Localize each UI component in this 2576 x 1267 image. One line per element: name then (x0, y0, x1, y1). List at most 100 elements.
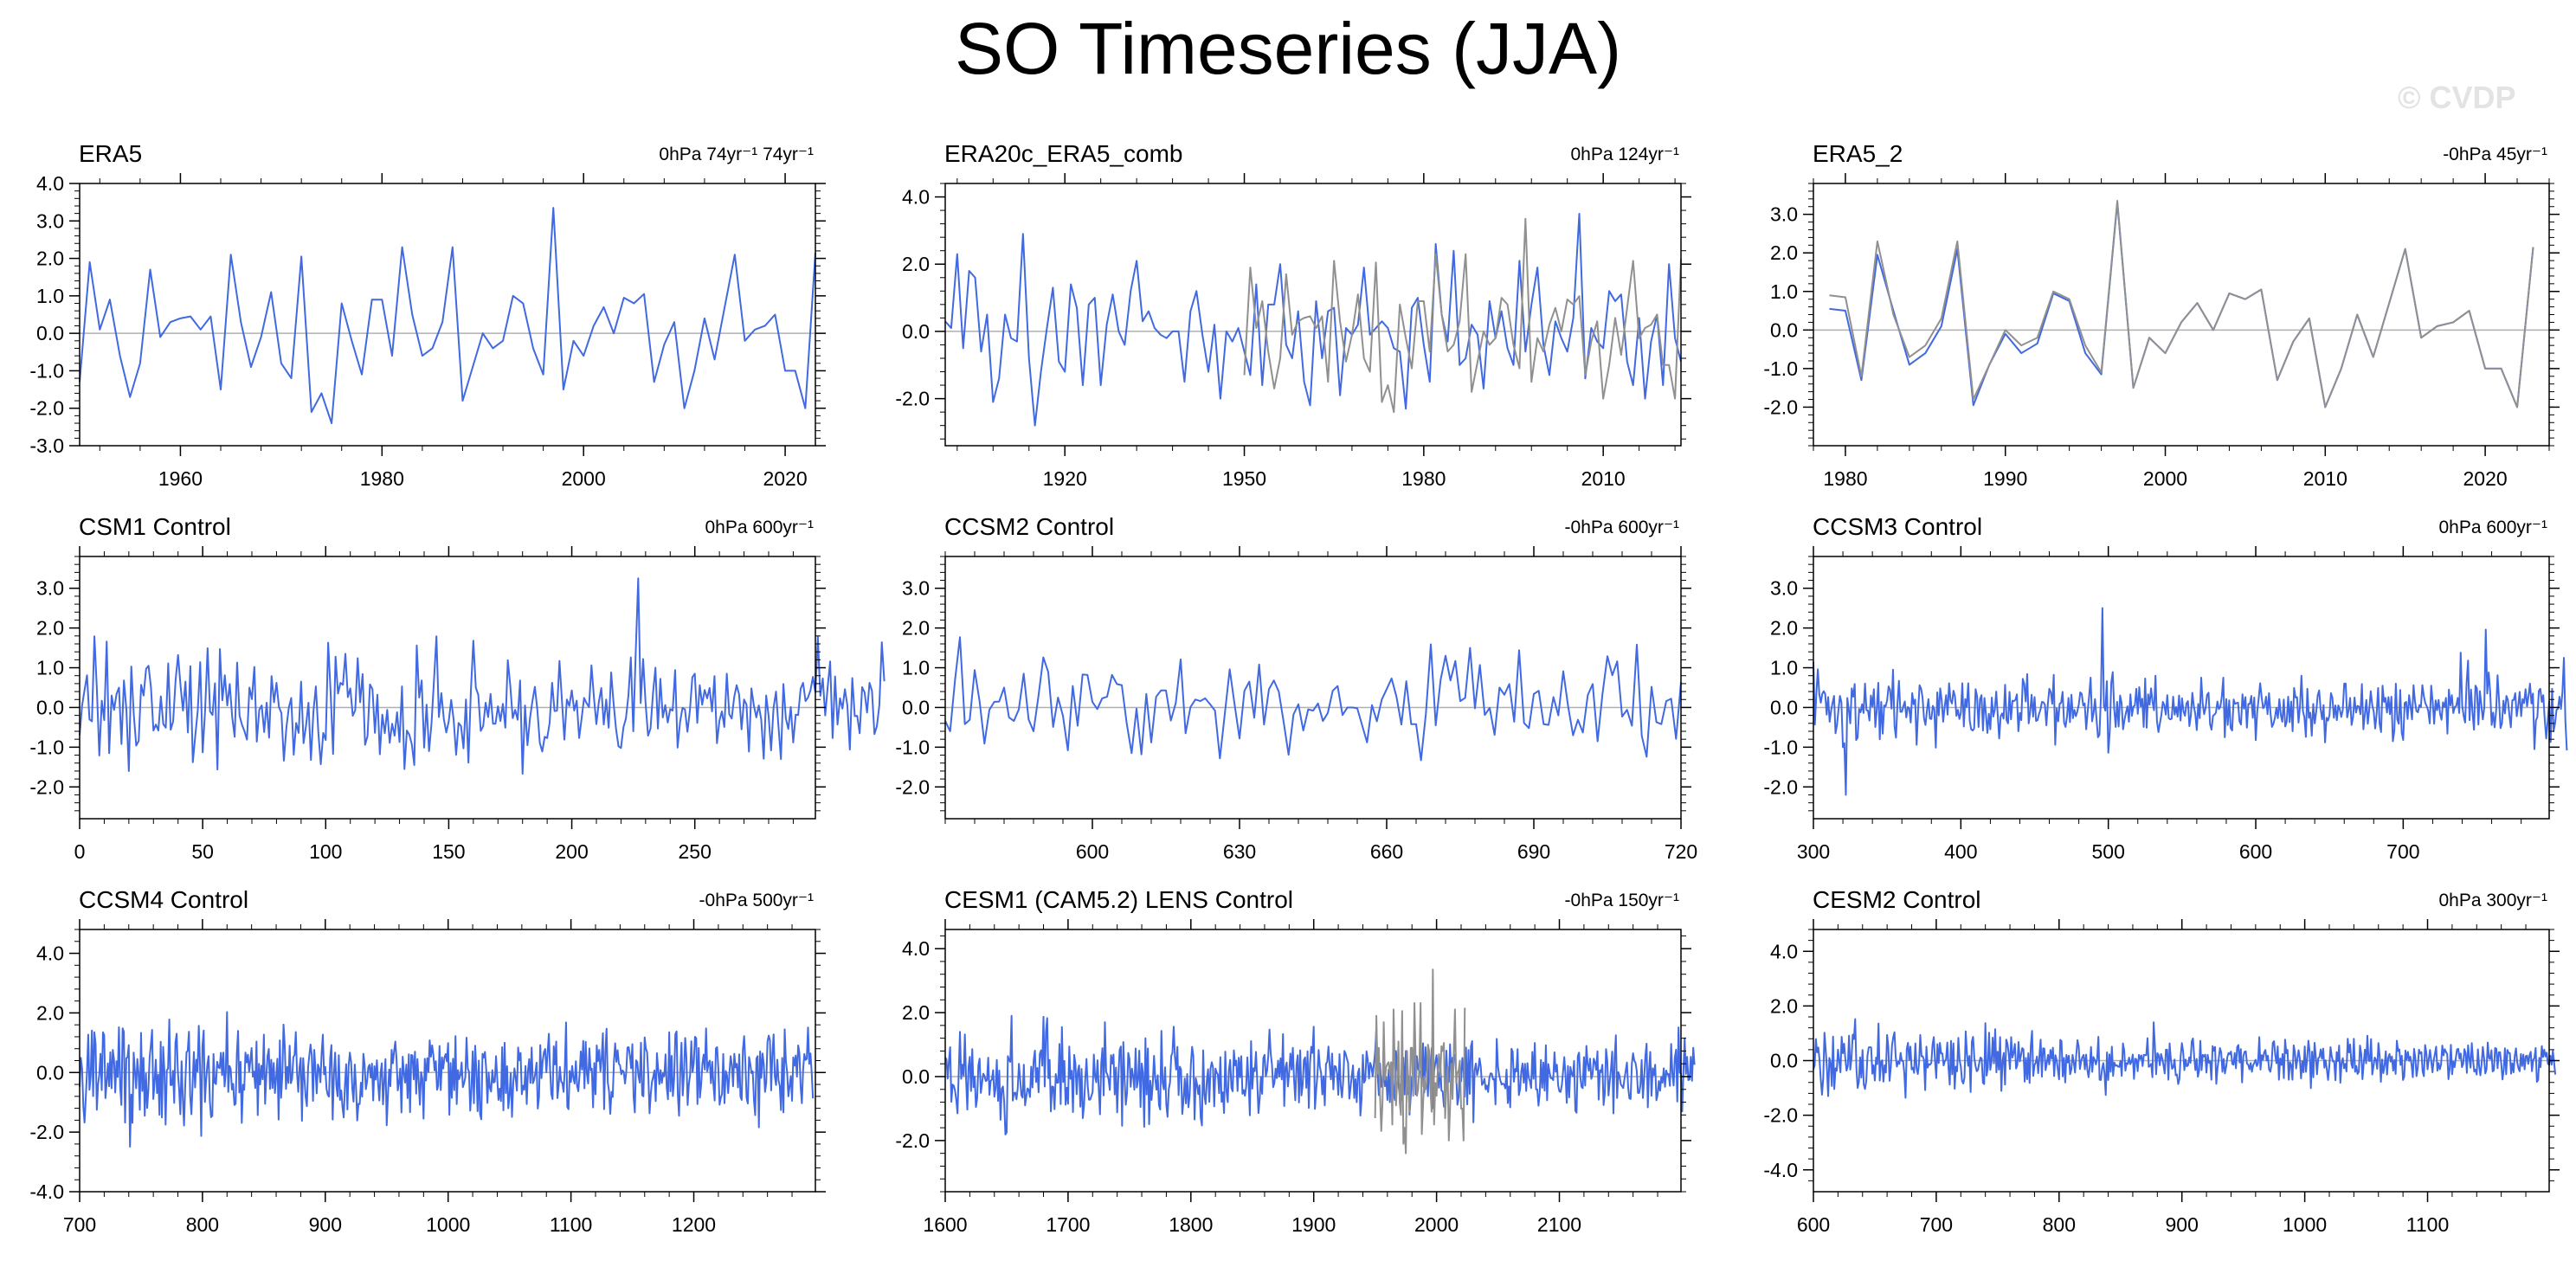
y-tick-label: -3.0 (29, 434, 64, 457)
x-tick-label: 700 (63, 1213, 96, 1236)
series-line (79, 1011, 815, 1148)
panel-title: CCSM2 Control (944, 513, 1114, 540)
x-tick-label: 1980 (360, 467, 404, 490)
plot-frame (944, 929, 1682, 1193)
panel-4: CCSM2 Control -0hPa 600yr⁻¹ -2.0 -1.0 0.0 1.0… (895, 513, 1697, 863)
x-tick-label: 1980 (1401, 467, 1446, 490)
x-tick-label: 150 (432, 840, 465, 863)
y-tick-label: -2.0 (1763, 396, 1798, 418)
y-tick-label: 2.0 (1770, 617, 1798, 640)
x-tick-label: 630 (1223, 840, 1256, 863)
x-tick-label: 1600 (923, 1213, 967, 1236)
plot-frame (79, 183, 816, 447)
panel-stat-text: -0hPa 600yr⁻¹ (1565, 518, 1679, 537)
x-tick-label: 2010 (2303, 467, 2347, 490)
panel-title: CESM2 Control (1813, 886, 1981, 913)
y-tick-label: 3.0 (902, 577, 930, 600)
panel-stat-text: -0hPa 45yr⁻¹ (2443, 145, 2547, 164)
y-tick-label: 2.0 (36, 1001, 64, 1024)
panel-title: ERA5 (79, 140, 142, 167)
panel-stat-text: 0hPa 600yr⁻¹ (705, 518, 815, 537)
x-tick-label: 1920 (1043, 467, 1087, 490)
x-tick-label: 2000 (1414, 1213, 1459, 1236)
x-tick-label: 1000 (426, 1213, 470, 1236)
y-tick-label: 2.0 (1770, 241, 1798, 264)
y-tick-label: 2.0 (902, 617, 930, 640)
y-tick-label: 2.0 (36, 248, 64, 270)
y-tick-label: 4.0 (902, 937, 930, 960)
x-tick-label: 2000 (562, 467, 606, 490)
x-tick-label: 800 (186, 1213, 219, 1236)
plot-frame (944, 183, 1682, 447)
series-line (79, 577, 886, 775)
y-tick-label: 1.0 (902, 657, 930, 679)
y-tick-label: -2.0 (29, 775, 64, 798)
series-line (1813, 607, 2568, 796)
x-tick-label: 2100 (1537, 1213, 1581, 1236)
y-tick-label: -1.0 (1763, 357, 1798, 380)
series-line (1243, 217, 1682, 414)
y-tick-label: 1.0 (1770, 657, 1798, 679)
series-line (944, 212, 1682, 427)
y-tick-label: -2.0 (895, 1129, 930, 1152)
figure-title: SO Timeseries (JJA) (954, 8, 1622, 89)
x-tick-label: 1000 (2283, 1213, 2327, 1236)
y-tick-label: 0.0 (1770, 1050, 1798, 1072)
x-tick-label: 600 (2239, 840, 2272, 863)
x-tick-label: 0 (74, 840, 86, 863)
panel-8: CESM2 Control 0hPa 300yr⁻¹ -4.0 -2.0 0.0 2.0 4… (1763, 886, 2560, 1236)
plot-frame (944, 556, 1682, 820)
y-tick-label: -1.0 (29, 359, 64, 382)
y-tick-label: 4.0 (36, 172, 64, 195)
x-tick-label: 1960 (158, 467, 203, 490)
y-tick-label: 3.0 (1770, 577, 1798, 600)
panel-3: CSM1 Control 0hPa 600yr⁻¹ -2.0 -1.0 0.0 1.0 2.… (29, 513, 886, 863)
y-tick-label: -2.0 (895, 775, 930, 798)
x-tick-label: 400 (1944, 840, 1977, 863)
y-tick-label: -4.0 (1763, 1159, 1798, 1181)
plot-frame (1813, 183, 2550, 447)
panel-6: CCSM4 Control -0hPa 500yr⁻¹ -4.0 -2.0 0.0 2.0… (29, 886, 826, 1236)
y-tick-label: 3.0 (36, 209, 64, 232)
y-tick-label: 0.0 (902, 1065, 930, 1088)
panel-stat-text: -0hPa 500yr⁻¹ (699, 891, 814, 910)
y-tick-label: 0.0 (1770, 318, 1798, 341)
x-tick-label: 900 (2166, 1213, 2199, 1236)
panel-stat-text: 0hPa 300yr⁻¹ (2439, 891, 2548, 910)
x-tick-label: 1950 (1222, 467, 1266, 490)
x-tick-label: 600 (1797, 1213, 1830, 1236)
panel-title: ERA20c_ERA5_comb (944, 140, 1182, 167)
y-tick-label: 2.0 (902, 253, 930, 275)
panel-2: ERA5_2 -0hPa 45yr⁻¹ -2.0 -1.0 0.0 1.0 2.0 3.0 19… (1763, 140, 2560, 490)
panel-stat-text: 0hPa 74yr⁻¹ 74yr⁻¹ (659, 145, 814, 164)
x-tick-label: 200 (555, 840, 588, 863)
x-tick-label: 300 (1797, 840, 1830, 863)
x-tick-label: 800 (2043, 1213, 2076, 1236)
y-tick-label: 0.0 (36, 1061, 64, 1084)
x-tick-label: 1200 (672, 1213, 716, 1236)
y-tick-label: -2.0 (1763, 775, 1798, 798)
x-tick-label: 2020 (2463, 467, 2508, 490)
x-tick-label: 1700 (1046, 1213, 1090, 1236)
y-tick-label: 0.0 (36, 696, 64, 718)
x-tick-label: 250 (679, 840, 712, 863)
plot-frame (1813, 556, 2550, 820)
series-line (1829, 200, 2534, 408)
x-tick-label: 50 (191, 840, 214, 863)
y-tick-label: -2.0 (1763, 1104, 1798, 1127)
x-tick-label: 600 (1076, 840, 1109, 863)
y-tick-label: -2.0 (895, 388, 930, 410)
x-tick-label: 900 (309, 1213, 342, 1236)
series-line (79, 207, 816, 425)
panel-title: ERA5_2 (1813, 140, 1903, 167)
x-tick-label: 700 (2386, 840, 2419, 863)
y-tick-label: -1.0 (1763, 736, 1798, 758)
x-tick-label: 2020 (763, 467, 807, 490)
x-tick-label: 2000 (2143, 467, 2187, 490)
y-tick-label: 1.0 (36, 285, 64, 307)
x-tick-label: 1100 (550, 1213, 592, 1236)
panel-title: CCSM3 Control (1813, 513, 1982, 540)
x-tick-label: 1800 (1169, 1213, 1213, 1236)
y-tick-label: 3.0 (36, 577, 64, 600)
panel-stat-text: 0hPa 600yr⁻¹ (2439, 518, 2548, 537)
